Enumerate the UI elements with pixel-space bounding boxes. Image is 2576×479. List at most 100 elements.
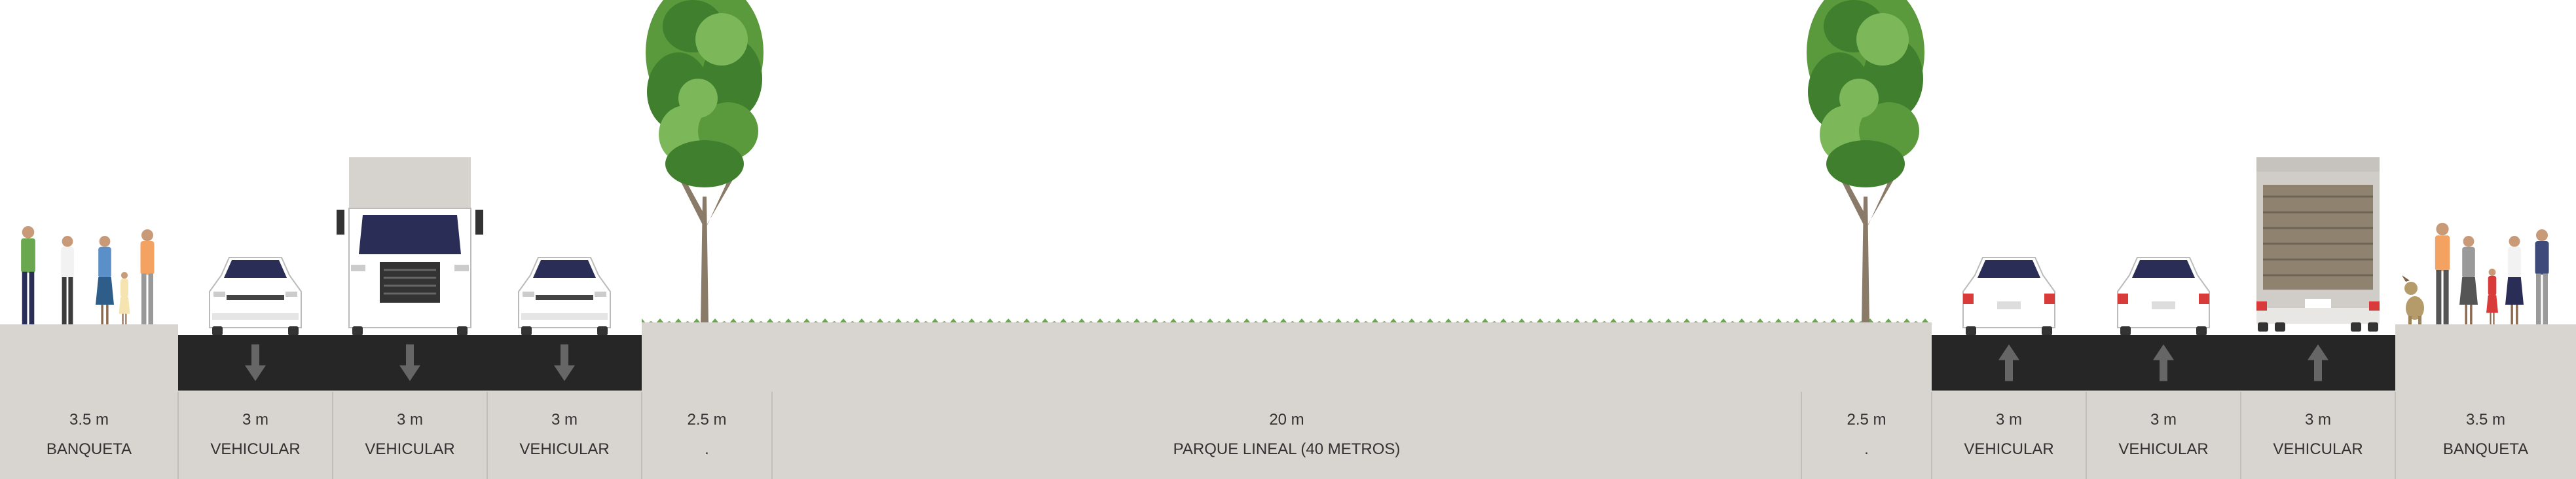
arrow-up-icon — [1998, 344, 2019, 381]
segment-width-label: 20 m — [1269, 411, 1304, 429]
segment-type-label: VEHICULAR — [2118, 440, 2208, 458]
person-leg — [2465, 305, 2467, 328]
wheel — [2275, 322, 2285, 332]
person-torso — [2508, 246, 2521, 278]
road-base — [2241, 391, 2395, 479]
segment-width-label: 2.5 m — [687, 411, 726, 429]
pedestrian-8 — [2535, 229, 2549, 328]
segment-7 — [1801, 322, 1932, 479]
person-torso — [2435, 235, 2450, 271]
wheel — [597, 326, 608, 335]
person-head — [120, 272, 128, 279]
median-surface — [642, 322, 772, 479]
person-leg — [2543, 273, 2548, 328]
car-headlight — [595, 292, 606, 297]
arrow-down-icon — [554, 344, 575, 381]
truck-door — [2263, 185, 2373, 290]
person-leg — [141, 273, 147, 328]
segment-type-label: VEHICULAR — [210, 440, 300, 458]
car-windshield — [224, 260, 287, 278]
car-tail-light — [2199, 294, 2209, 304]
pedestrian-2 — [61, 236, 74, 328]
wheel — [352, 326, 363, 335]
pedestrian-1 — [21, 226, 35, 328]
car-bumper — [212, 313, 299, 320]
person-torso — [2462, 246, 2475, 278]
wheel — [2196, 326, 2207, 335]
truck-windshield — [359, 215, 461, 254]
segment-10 — [2240, 335, 2395, 479]
car-headlight — [285, 292, 297, 297]
segment-labels: 3.5 m BANQUETA 3 m VEHICULAR 3 m VEHICULAR 3 m… — [46, 411, 2528, 458]
segment-9 — [2086, 335, 2241, 479]
truck-plate — [2305, 299, 2331, 308]
median-surface — [1801, 322, 1932, 479]
car-grille — [227, 295, 284, 300]
car-tail-light — [1963, 294, 1974, 304]
car-plate — [2152, 301, 2175, 309]
segment-width-label: 3 m — [2150, 411, 2177, 429]
wheel — [288, 326, 299, 335]
tree-right — [1807, 0, 1924, 324]
segment-width-label: 3 m — [242, 411, 268, 429]
segment-type-label: VEHICULAR — [365, 440, 454, 458]
person-skirt — [96, 277, 114, 305]
dog-head — [2404, 282, 2418, 295]
car-front-2 — [209, 257, 302, 335]
tree-foliage — [1839, 79, 1879, 118]
segment-6 — [771, 322, 1801, 479]
wheel — [2258, 322, 2268, 332]
truck-front-3 — [337, 157, 483, 335]
pedestrian-4 — [140, 229, 155, 328]
person-torso — [2488, 275, 2497, 296]
truck-bumper — [2256, 308, 2380, 324]
wheel — [212, 326, 223, 335]
car-front-4 — [518, 257, 611, 335]
segment-type-label: . — [705, 440, 709, 458]
tree-foliage — [678, 79, 718, 118]
person-torso — [21, 238, 35, 273]
person-head — [22, 226, 35, 239]
tree-branch — [1866, 167, 1900, 229]
tree-branch — [1839, 174, 1866, 226]
dog-leg — [2408, 316, 2412, 328]
person-head — [141, 229, 153, 241]
segment-5 — [641, 322, 772, 479]
pedestrian-child-2 — [2486, 269, 2498, 328]
car-rear-9 — [2117, 257, 2210, 335]
segment-width-label: 3.5 m — [2466, 411, 2505, 429]
person-leg — [29, 271, 35, 328]
segment-type-label: BANQUETA — [2443, 440, 2528, 458]
car-grille — [536, 295, 593, 300]
person-leg — [148, 273, 153, 328]
wheel — [1966, 326, 1976, 335]
dog-leg — [2418, 316, 2421, 328]
person-head — [2463, 236, 2475, 247]
arrow-down-icon — [245, 344, 266, 381]
person-leg — [62, 277, 67, 328]
person-leg — [122, 313, 124, 328]
wheel — [2351, 322, 2361, 332]
dog-body — [2406, 296, 2424, 320]
truck-headlight — [454, 265, 469, 271]
pedestrian-5 — [2435, 223, 2450, 328]
wheel — [2368, 322, 2378, 332]
person-leg — [68, 277, 73, 328]
person-leg — [2511, 305, 2513, 328]
truck-headlight — [351, 265, 365, 271]
tree-branch — [678, 174, 705, 226]
person-torso — [120, 278, 128, 298]
truck-mirror — [337, 210, 344, 235]
car-rear-8 — [1962, 257, 2055, 335]
truck-cab-top — [349, 157, 471, 211]
pedestrian-7 — [2505, 236, 2524, 328]
segment-type-label: PARQUE LINEAL (40 METROS) — [1173, 440, 1401, 458]
person-skirt — [2459, 277, 2478, 305]
truck-tail-light — [2256, 301, 2267, 311]
car-rear-window — [2132, 260, 2195, 278]
person-leg — [2493, 313, 2495, 328]
tree-trunk — [701, 197, 708, 324]
person-torso — [140, 241, 155, 275]
car-tail-light — [2118, 294, 2128, 304]
person-leg — [2470, 305, 2473, 328]
